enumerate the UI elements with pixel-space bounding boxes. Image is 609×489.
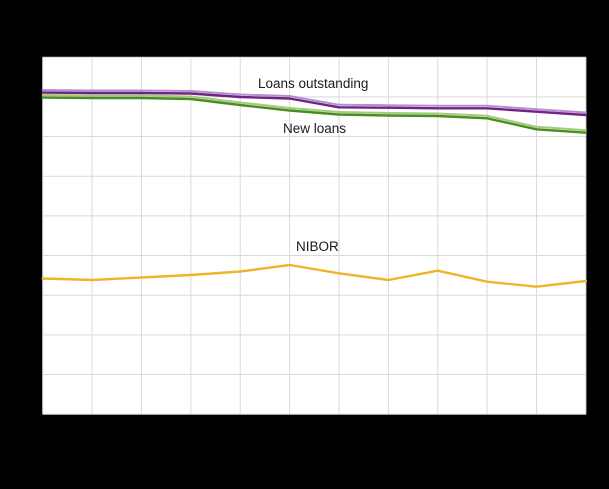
series-label-nibor: NIBOR bbox=[296, 239, 339, 254]
series-line-loans-outstanding bbox=[41, 91, 588, 117]
series-group bbox=[41, 89, 588, 288]
series-line-loans-outstanding-light bbox=[41, 89, 587, 114]
series-line-new-loans bbox=[41, 96, 588, 134]
labels-group: Loans outstanding New loans NIBOR bbox=[258, 76, 368, 254]
grid-group bbox=[42, 56, 587, 415]
series-label-new-loans: New loans bbox=[283, 121, 346, 136]
series-line-new-loans-light bbox=[41, 94, 587, 132]
series-label-loans-outstanding: Loans outstanding bbox=[258, 76, 368, 91]
series-line-nibor bbox=[41, 263, 588, 288]
